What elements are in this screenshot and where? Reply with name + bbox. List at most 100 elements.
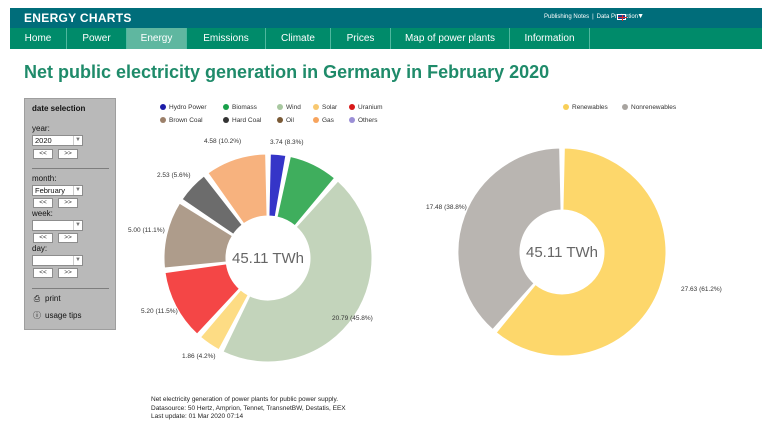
nav-climate[interactable]: Climate [266,28,331,49]
legend-dot-icon [313,117,319,123]
footer-line-datasource: Datasource: 50 Hertz, Amprion, Tennet, T… [151,404,346,412]
nav-home[interactable]: Home [10,28,67,49]
donut-slice-uranium[interactable] [164,263,241,335]
legend-label: Brown Coal [169,117,203,124]
legend-dot-icon [349,117,355,123]
legend-item-biomass[interactable]: Biomass [223,104,257,111]
date-selection-panel: date selection year: 2020 ▼ << >> month: … [24,98,116,330]
day-prev-button[interactable]: << [33,268,53,278]
nav-prices[interactable]: Prices [331,28,391,49]
day-select[interactable]: ▼ [32,255,83,266]
legend-item-solar[interactable]: Solar [313,104,337,111]
donut-slice-renewables[interactable] [495,147,667,357]
legend-item-gas[interactable]: Gas [313,117,334,124]
slice-label-hard-coal: 2.53 (5.6%) [157,172,191,179]
chevron-down-icon: ▼ [73,221,82,230]
slice-label-biomass: 3.74 (8.3%) [270,139,304,146]
legend-dot-icon [277,104,283,110]
legend-label: Others [358,117,378,124]
slice-label-wind: 20.79 (45.8%) [332,315,373,322]
month-next-button[interactable]: >> [58,198,78,208]
legend-item-others[interactable]: Others [349,117,378,124]
language-dropdown-caret-icon[interactable]: ▼ [637,13,644,20]
legend-dot-icon [349,104,355,110]
legend-item-oil[interactable]: Oil [277,117,294,124]
slice-label-brown-coal: 5.00 (11.1%) [128,227,165,234]
day-next-button[interactable]: >> [58,268,78,278]
legend-label: Uranium [358,104,383,111]
page-title: Net public electricity generation in Ger… [24,62,550,82]
donut-slice-biomass[interactable] [276,155,336,227]
brand-logo[interactable]: ENERGY CHARTS [24,11,132,25]
legend-label: Gas [322,117,334,124]
chevron-down-icon: ▼ [73,256,82,265]
day-label: day: [32,244,48,253]
donut-center-total: 45.11 TWh [526,244,598,261]
legend-dot-icon [160,104,166,110]
legend-dot-icon [223,104,229,110]
year-select[interactable]: 2020 ▼ [32,135,83,146]
donut-slice-solar[interactable] [199,289,249,351]
usage-tips-label: usage tips [45,311,82,320]
legend-item-hard-coal[interactable]: Hard Coal [223,117,261,124]
footer-line-description: Net electricity generation of power plan… [151,396,339,403]
nav-map-of-power-plants[interactable]: Map of power plants [391,28,510,49]
donut-slice-nonrenewables[interactable] [457,147,562,331]
footer-line-last-update: Last update: 01 Mar 2020 07:14 [151,413,244,420]
donut-slice-wind[interactable] [222,180,373,363]
legend-dot-icon [223,117,229,123]
nav-emissions[interactable]: Emissions [187,28,266,49]
month-value: February [35,186,66,195]
chevron-down-icon: ▼ [73,186,82,195]
nav-energy[interactable]: Energy [127,28,187,49]
donut-slice-hydro-power[interactable] [268,153,287,218]
legend-item-hydro-power[interactable]: Hydro Power [160,104,207,111]
legend-item-renewables[interactable]: Renewables [563,104,608,111]
week-next-button[interactable]: >> [58,233,78,243]
chevron-down-icon: ▼ [73,136,82,145]
legend-item-nonrenewables[interactable]: Nonrenewables [622,104,676,111]
month-select[interactable]: February ▼ [32,185,83,196]
week-select[interactable]: ▼ [32,220,83,231]
date-selection-title: date selection [32,104,86,113]
legend-item-uranium[interactable]: Uranium [349,104,383,111]
publishing-notes-link[interactable]: Publishing Notes [544,14,590,20]
donut-slice-gas[interactable] [207,153,268,225]
year-value: 2020 [35,136,52,145]
divider [32,288,109,289]
donut-slice-brown-coal[interactable] [163,202,234,269]
slice-label-solar: 1.86 (4.2%) [182,353,216,360]
week-label: week: [32,209,53,218]
printer-icon: ⎙ [33,294,41,303]
nav-information[interactable]: Information [510,28,590,49]
legend-label: Renewables [572,104,608,111]
legend-label: Hard Coal [232,117,262,124]
year-prev-button[interactable]: << [33,149,53,159]
donut-center-total: 45.11 TWh [232,250,304,267]
legend-label: Wind [286,104,301,111]
legend-label: Hydro Power [169,104,207,111]
year-next-button[interactable]: >> [58,149,78,159]
legend-item-wind[interactable]: Wind [277,104,301,111]
legend-label: Solar [322,104,338,111]
week-prev-button[interactable]: << [33,233,53,243]
slice-label-renewables: 27.63 (61.2%) [681,286,722,293]
legend-label: Biomass [232,104,257,111]
english-flag-icon[interactable] [617,14,627,21]
legend-item-brown-coal[interactable]: Brown Coal [160,117,203,124]
year-label: year: [32,124,50,133]
legend-label: Oil [286,117,294,124]
month-label: month: [32,174,57,183]
legend-dot-icon [313,104,319,110]
slice-label-uranium: 5.20 (11.5%) [141,308,178,315]
chart-footer-note: Net electricity generation of power plan… [151,396,346,422]
usage-tips-link[interactable]: ⓘ usage tips [32,310,81,321]
month-prev-button[interactable]: << [33,198,53,208]
slice-label-nonrenewables: 17.48 (38.8%) [426,204,467,211]
print-link[interactable]: ⎙ print [32,294,61,304]
slice-label-gas: 4.58 (10.2%) [204,138,241,145]
legend-label: Nonrenewables [631,104,677,111]
donut-slice-hard-coal[interactable] [181,175,243,235]
nav-power[interactable]: Power [67,28,127,49]
